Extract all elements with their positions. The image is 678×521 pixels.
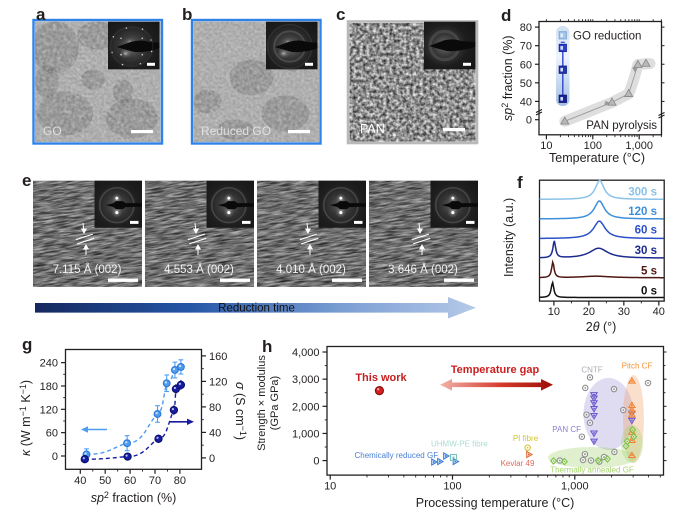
svg-text:Strength × modulus: Strength × modulus (256, 355, 268, 451)
svg-text:UHMW-PE fibre: UHMW-PE fibre (431, 440, 488, 449)
svg-text:100: 100 (584, 140, 602, 152)
svg-text:4.553 Å (002): 4.553 Å (002) (164, 263, 234, 276)
svg-text:GO: GO (43, 124, 62, 138)
svg-text:20: 20 (583, 306, 595, 318)
svg-text:Chemically reduced GF: Chemically reduced GF (355, 451, 439, 460)
svg-text:80: 80 (209, 402, 221, 414)
svg-text:Kevlar 49: Kevlar 49 (501, 459, 535, 468)
svg-text:Temperature gap: Temperature gap (451, 364, 540, 376)
svg-text:0: 0 (313, 456, 319, 468)
svg-text:160: 160 (209, 351, 227, 363)
svg-text:40: 40 (520, 96, 532, 108)
svg-text:0: 0 (52, 451, 58, 463)
svg-text:b: b (182, 5, 192, 24)
svg-text:Intensity (a.u.): Intensity (a.u.) (502, 198, 516, 277)
svg-text:e: e (22, 171, 31, 190)
svg-text:4,000: 4,000 (292, 347, 320, 359)
svg-text:30: 30 (618, 306, 630, 318)
svg-text:3,000: 3,000 (292, 374, 320, 386)
svg-text:Reduction time: Reduction time (218, 303, 295, 315)
svg-text:180: 180 (40, 381, 58, 393)
svg-text:120: 120 (40, 404, 58, 416)
svg-text:1,000: 1,000 (625, 140, 653, 152)
svg-text:sp2 fraction (%): sp2 fraction (%) (91, 490, 177, 505)
svg-text:0: 0 (526, 115, 532, 127)
svg-text:40: 40 (209, 427, 221, 439)
svg-text:a: a (36, 5, 46, 24)
svg-text:120 s: 120 s (628, 206, 657, 218)
svg-text:0 s: 0 s (641, 286, 657, 298)
svg-text:2θ (°): 2θ (°) (586, 320, 617, 334)
svg-text:40: 40 (74, 475, 86, 487)
svg-text:(GPa GPa): (GPa GPa) (269, 376, 281, 430)
svg-text:30 s: 30 s (635, 245, 657, 257)
svg-text:d: d (501, 6, 511, 25)
svg-text:sp2 fraction (%): sp2 fraction (%) (500, 35, 515, 121)
svg-text:60: 60 (124, 475, 136, 487)
svg-text:CNTF: CNTF (581, 366, 602, 375)
svg-text:2,000: 2,000 (292, 401, 320, 413)
svg-text:PI fibre: PI fibre (513, 434, 539, 443)
svg-text:80: 80 (174, 475, 186, 487)
svg-text:50: 50 (520, 78, 532, 90)
svg-text:σ (S cm−1): σ (S cm−1) (233, 382, 248, 440)
svg-text:Pitch CF: Pitch CF (622, 362, 653, 371)
svg-text:240: 240 (40, 358, 58, 370)
svg-text:5 s: 5 s (641, 266, 657, 278)
svg-text:c: c (336, 5, 345, 24)
svg-text:1,000: 1,000 (292, 428, 320, 440)
svg-text:Reduced GO: Reduced GO (201, 124, 271, 138)
svg-text:80: 80 (520, 22, 532, 34)
svg-text:70: 70 (149, 475, 161, 487)
svg-text:60: 60 (46, 428, 58, 440)
svg-text:κ (W m−1 K−1): κ (W m−1 K−1) (18, 380, 33, 456)
svg-text:60: 60 (520, 59, 532, 71)
svg-text:g: g (22, 335, 32, 354)
svg-text:Processing temperature (°C): Processing temperature (°C) (416, 496, 575, 510)
svg-text:Thermally annealed GF: Thermally annealed GF (550, 466, 634, 475)
svg-text:0: 0 (209, 453, 215, 465)
svg-text:f: f (517, 173, 523, 192)
svg-text:h: h (262, 337, 272, 356)
svg-text:10: 10 (540, 140, 552, 152)
svg-text:300 s: 300 s (628, 186, 657, 198)
svg-text:PAN CF: PAN CF (552, 425, 581, 434)
svg-text:50: 50 (99, 475, 111, 487)
svg-text:10: 10 (324, 481, 336, 493)
svg-text:1,000: 1,000 (561, 481, 589, 493)
svg-text:Temperature (°C): Temperature (°C) (549, 151, 645, 165)
svg-text:3.646 Å (002): 3.646 Å (002) (388, 263, 458, 276)
svg-text:60 s: 60 s (635, 225, 657, 237)
svg-text:40: 40 (653, 306, 665, 318)
svg-text:PAN: PAN (360, 122, 385, 136)
svg-text:10: 10 (548, 306, 560, 318)
svg-text:4.010 Å (002): 4.010 Å (002) (276, 263, 346, 276)
svg-text:100: 100 (443, 481, 461, 493)
svg-text:PAN pyrolysis: PAN pyrolysis (586, 120, 657, 132)
svg-text:This work: This work (355, 372, 407, 384)
svg-text:7.115 Å (002): 7.115 Å (002) (53, 263, 122, 276)
svg-text:GO reduction: GO reduction (573, 31, 641, 43)
svg-text:70: 70 (520, 41, 532, 53)
svg-text:120: 120 (209, 376, 227, 388)
